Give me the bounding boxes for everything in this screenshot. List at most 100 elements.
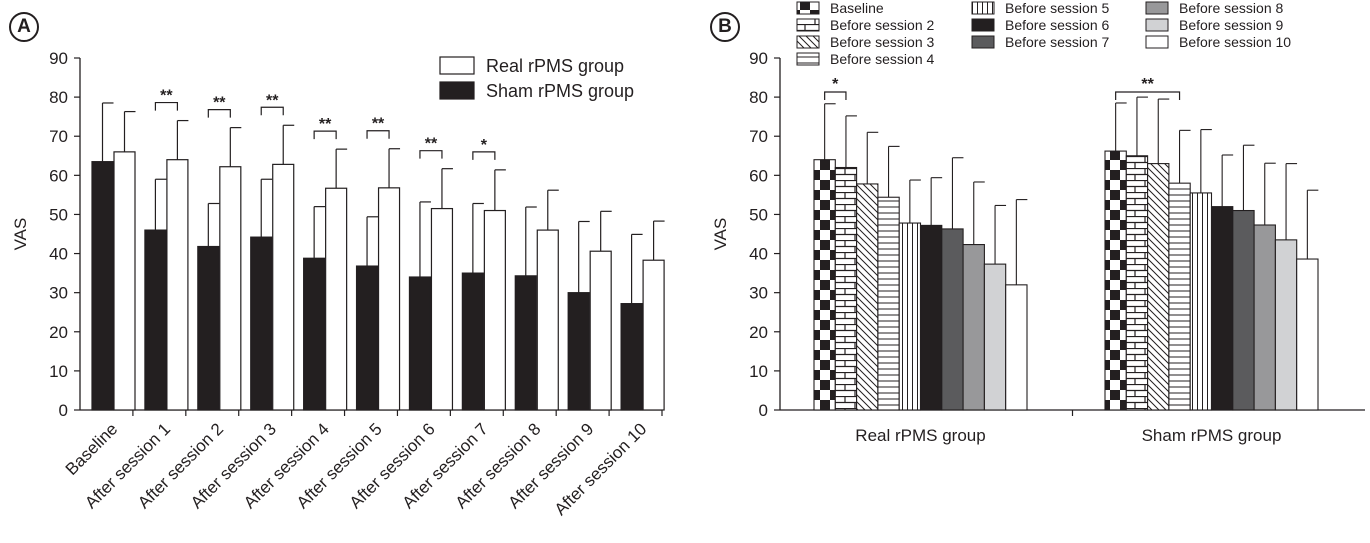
bar-gray (962, 244, 985, 411)
legend-label: Before session 6 (1005, 17, 1109, 33)
legend-swatch-checker (796, 1, 820, 15)
bar-brick (834, 166, 858, 411)
sham-bar (355, 265, 379, 411)
significance-label: ** (213, 95, 226, 112)
legend-swatch-white (1145, 35, 1169, 49)
significance-bracket (824, 91, 847, 100)
y-axis-title: VAS (11, 218, 30, 251)
y-tick-label: 40 (749, 245, 768, 264)
bar-gray (1253, 224, 1276, 411)
real-bar (272, 163, 295, 411)
significance-bracket (419, 150, 443, 159)
bar-hlines (877, 196, 900, 411)
legend-swatch-black (971, 18, 995, 32)
legend-label: Before session 10 (1179, 34, 1291, 50)
bar-lightgray (1274, 239, 1298, 411)
legend-swatch-diagonal (796, 35, 820, 49)
y-axis-title: VAS (711, 218, 730, 251)
significance-bracket (260, 106, 284, 116)
real-bar (113, 151, 136, 411)
y-tick-label: 30 (49, 284, 68, 303)
y-tick-label: 50 (49, 205, 68, 224)
bar-white (1296, 258, 1319, 411)
legend-swatch-lightgray (1145, 18, 1169, 32)
bar-diagonal (1147, 163, 1170, 411)
sham-bar (514, 275, 537, 411)
y-tick-label: 60 (49, 166, 68, 185)
legend-swatch-darkgray (971, 35, 995, 49)
bar-darkgray (1232, 209, 1255, 411)
sham-bar (91, 161, 114, 411)
panel-b-label: B (718, 16, 732, 37)
sham-bar (620, 303, 643, 411)
bar-darkgray (941, 228, 964, 411)
y-tick-label: 10 (49, 362, 68, 381)
significance-label: ** (160, 88, 173, 105)
y-tick-label: 20 (749, 323, 768, 342)
sham-bar (197, 245, 220, 411)
legend-label: Before session 7 (1005, 34, 1109, 50)
bar-vlines (898, 222, 922, 411)
sham-bar (408, 276, 432, 411)
legend-swatch-hlines (796, 52, 820, 66)
significance-label: ** (1141, 76, 1154, 93)
y-tick-label: 50 (749, 205, 768, 224)
y-tick-label: 80 (749, 88, 768, 107)
legend-swatch-vlines (971, 1, 995, 15)
legend-label-sham: Sham rPMS group (486, 81, 634, 101)
sham-bar (303, 257, 326, 411)
bar-checker (1104, 150, 1127, 411)
y-tick-label: 0 (59, 401, 68, 420)
y-tick-label: 70 (749, 127, 768, 146)
y-tick-label: 30 (749, 284, 768, 303)
legend-swatch-brick (796, 18, 820, 32)
significance-label: ** (266, 92, 279, 109)
sham-bar (461, 272, 484, 411)
bar-diagonal (856, 183, 879, 411)
real-bar (430, 207, 454, 411)
bar-black (1210, 206, 1234, 411)
legend-label: Before session 9 (1179, 17, 1283, 33)
significance-bracket (207, 109, 231, 118)
x-category-label: Real rPMS group (855, 426, 985, 445)
real-bar (536, 229, 559, 411)
legend-label-real: Real rPMS group (486, 56, 624, 76)
significance-label: ** (372, 116, 385, 133)
bar-white (1005, 284, 1028, 411)
significance-bracket (472, 151, 496, 160)
significance-bracket (1115, 91, 1181, 100)
real-bar (325, 187, 348, 411)
panel-b-chart: 0 10 20 30 40 50 60 70 80 90 VAS Real rPMS group Sha… (711, 0, 1365, 445)
bar-checker (813, 159, 836, 411)
real-bar (589, 250, 612, 411)
y-tick-label: 20 (49, 323, 68, 342)
panel-a-label: A (17, 16, 31, 37)
y-tick-label: 70 (49, 127, 68, 146)
legend-label: Before session 4 (830, 51, 934, 67)
legend-label: Before session 8 (1179, 0, 1283, 16)
significance-label: ** (319, 116, 332, 133)
y-tick-label: 60 (749, 166, 768, 185)
bar-black (919, 224, 943, 411)
y-tick-label: 90 (749, 49, 768, 68)
x-category-label: Sham rPMS group (1142, 426, 1282, 445)
real-bar (377, 187, 401, 411)
panel-b-badge: B (710, 12, 740, 42)
legend-swatch-gray (1145, 1, 1169, 15)
y-tick-label: 10 (749, 362, 768, 381)
bar-brick (1125, 155, 1149, 411)
real-bar (166, 159, 189, 411)
significance-bracket (154, 101, 179, 111)
sham-bar (144, 229, 167, 411)
y-tick-label: 0 (759, 401, 768, 420)
panel-a-badge: A (9, 12, 39, 42)
sham-bar (250, 236, 273, 411)
legend-label: Before session 3 (830, 34, 934, 50)
y-tick-label: 40 (49, 245, 68, 264)
significance-label: * (832, 76, 839, 93)
sham-bar (567, 292, 590, 411)
legend-label: Baseline (830, 0, 884, 16)
real-bar (483, 209, 506, 411)
